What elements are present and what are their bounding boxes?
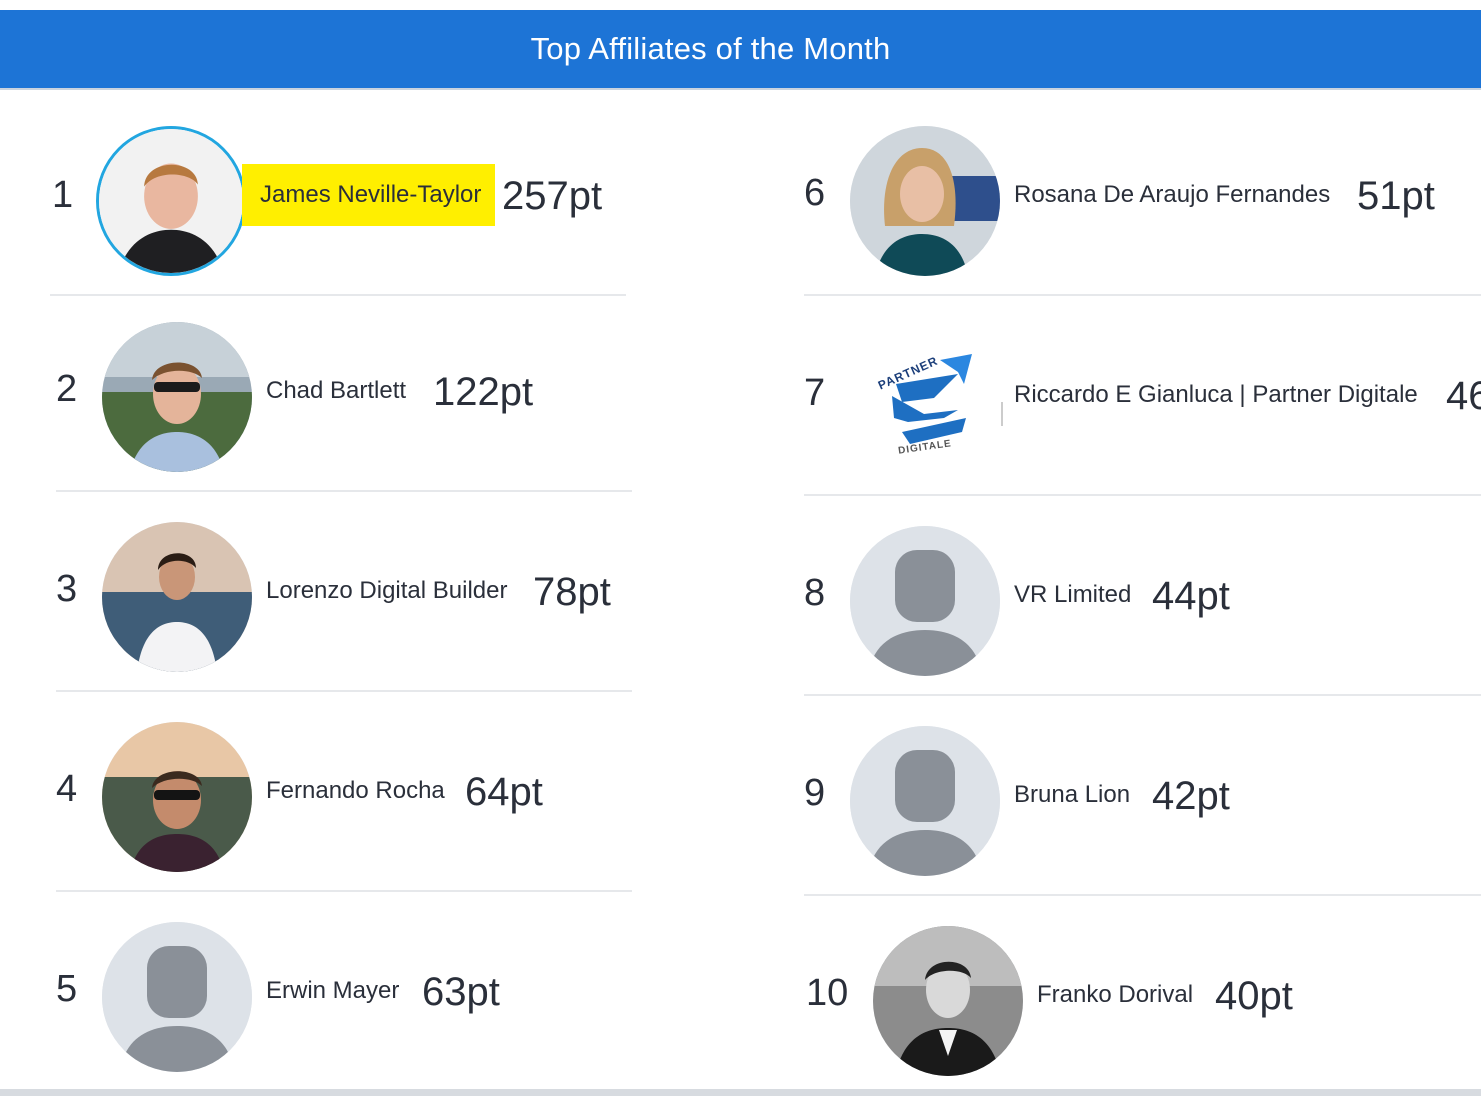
- affiliate-row-10[interactable]: 10 Franko Dorival 40pt: [804, 896, 1481, 1096]
- row-divider: [56, 890, 632, 892]
- affiliate-row-7[interactable]: 7 PARTNER DIGITALE Riccardo E Gianluca |…: [804, 292, 1481, 496]
- affiliate-points: 257pt: [502, 174, 603, 218]
- default-user-icon: [102, 922, 252, 1072]
- affiliate-points: 44pt: [1152, 574, 1230, 618]
- partner-digitale-logo[interactable]: PARTNER DIGITALE: [854, 322, 1004, 472]
- row-divider: [56, 690, 632, 692]
- row-divider: [804, 694, 1481, 696]
- affiliate-name[interactable]: Rosana De Araujo Fernandes: [1014, 181, 1331, 208]
- person-photo-icon: [102, 322, 252, 472]
- avatar[interactable]: [850, 526, 1000, 676]
- affiliate-name[interactable]: Riccardo E Gianluca | Partner Digitale: [1014, 381, 1418, 408]
- leaderboard-header: Top Affiliates of the Month: [0, 10, 1481, 90]
- affiliate-row-4[interactable]: 4 Fernando Rocha 64pt: [56, 692, 632, 892]
- affiliate-name[interactable]: Fernando Rocha: [266, 777, 445, 804]
- rank-number: 2: [56, 368, 78, 410]
- avatar[interactable]: [850, 126, 1000, 276]
- row-divider: [56, 490, 632, 492]
- affiliate-row-5[interactable]: 5 Erwin Mayer 63pt: [56, 892, 632, 1092]
- affiliate-name[interactable]: Bruna Lion: [1014, 781, 1131, 808]
- affiliate-points: 51pt: [1357, 174, 1435, 218]
- avatar[interactable]: [102, 522, 252, 672]
- affiliate-points: 122pt: [433, 370, 534, 414]
- affiliate-points: 64pt: [465, 770, 543, 814]
- rank-number: 3: [56, 568, 78, 610]
- affiliate-row-8[interactable]: 8 VR Limited 44pt: [804, 496, 1481, 696]
- bottom-border: [0, 1089, 1481, 1096]
- affiliate-name[interactable]: Lorenzo Digital Builder: [266, 577, 508, 604]
- avatar[interactable]: [850, 726, 1000, 876]
- person-photo-icon: [102, 522, 252, 672]
- rank-number: 6: [804, 172, 826, 214]
- partner-digitale-logo-icon: [892, 354, 1003, 444]
- rank-number: 7: [804, 372, 826, 414]
- avatar[interactable]: [873, 926, 1023, 1076]
- affiliate-points: 63pt: [422, 970, 500, 1014]
- avatar[interactable]: [96, 126, 246, 276]
- rank-number: 8: [804, 572, 826, 614]
- affiliate-row-3[interactable]: 3 Lorenzo Digital Builder 78pt: [56, 492, 632, 692]
- person-photo-icon: [850, 126, 1000, 276]
- person-photo-icon: [102, 722, 252, 872]
- affiliate-name[interactable]: Erwin Mayer: [266, 977, 400, 1004]
- person-photo-icon: [873, 926, 1023, 1076]
- affiliate-row-6[interactable]: 6 Rosana De Araujo Fernandes 51pt: [804, 96, 1481, 296]
- affiliate-row-9[interactable]: 9 Bruna Lion 42pt: [804, 696, 1481, 896]
- avatar[interactable]: [102, 322, 252, 472]
- row-divider: [804, 294, 1481, 296]
- avatar[interactable]: [102, 922, 252, 1072]
- affiliate-row-1[interactable]: 1 James Neville-Taylor 257pt: [50, 96, 626, 296]
- default-user-icon: [850, 526, 1000, 676]
- affiliate-points: 78pt: [533, 570, 611, 614]
- rank-number: 5: [56, 968, 78, 1010]
- rank-number: 10: [806, 972, 849, 1014]
- rank-number: 9: [804, 772, 826, 814]
- row-divider: [804, 494, 1481, 496]
- affiliate-name[interactable]: VR Limited: [1014, 581, 1132, 608]
- affiliate-points: 40pt: [1215, 974, 1293, 1018]
- rank-number: 4: [56, 768, 78, 810]
- top-strip: [0, 0, 1481, 10]
- rank-number: 1: [52, 174, 74, 216]
- avatar[interactable]: [102, 722, 252, 872]
- affiliate-name[interactable]: Franko Dorival: [1037, 981, 1194, 1008]
- affiliate-name[interactable]: Chad Bartlett: [266, 377, 407, 404]
- row-divider: [804, 894, 1481, 896]
- affiliate-row-2[interactable]: 2 Chad Bartlett 122pt: [56, 292, 632, 492]
- default-user-icon: [850, 726, 1000, 876]
- row-divider: [50, 294, 626, 296]
- affiliate-points: 42pt: [1152, 774, 1230, 818]
- person-photo-icon: [99, 129, 243, 273]
- affiliate-name[interactable]: James Neville-Taylor: [242, 164, 496, 226]
- page-title: Top Affiliates of the Month: [530, 31, 891, 66]
- affiliate-points: 46: [1446, 374, 1481, 418]
